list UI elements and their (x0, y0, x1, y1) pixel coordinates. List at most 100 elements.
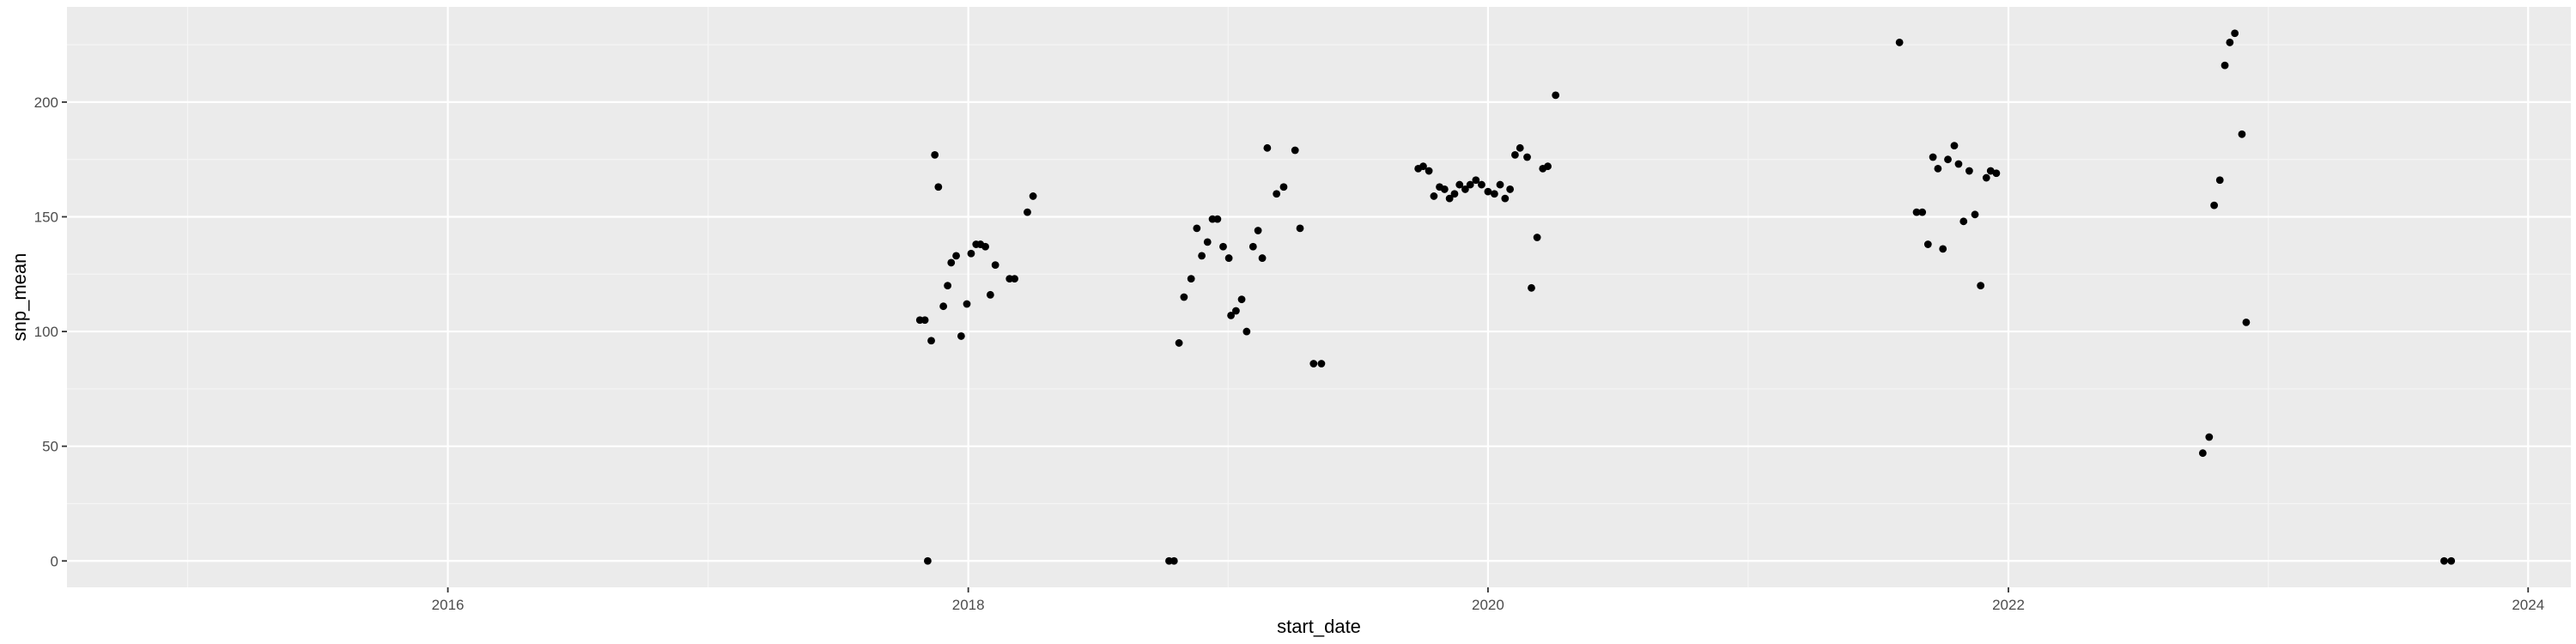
data-point (2447, 556, 2456, 565)
data-point (1478, 180, 1485, 189)
data-point (1496, 180, 1504, 189)
data-point (931, 150, 939, 159)
data-point (2226, 39, 2234, 46)
data-point (939, 302, 948, 311)
y-axis-title: snp_mean (9, 253, 30, 342)
data-point (1986, 167, 1995, 175)
data-point (1959, 217, 1968, 226)
data-point (1219, 242, 1227, 251)
data-point (2231, 29, 2239, 38)
data-point (2210, 201, 2219, 210)
y-tick-label: 100 (34, 324, 58, 340)
data-point (1258, 254, 1267, 262)
data-point (2205, 433, 2214, 441)
data-point (947, 258, 956, 267)
data-point (1419, 162, 1427, 171)
data-point (1516, 143, 1524, 152)
data-point (1445, 194, 1454, 203)
data-point (1944, 155, 1952, 164)
data-point (1279, 183, 1288, 191)
data-point (1263, 143, 1272, 152)
data-point (1982, 173, 1990, 182)
minor-gridlines (67, 7, 2571, 587)
data-point (1198, 252, 1206, 260)
data-point (986, 290, 994, 299)
data-point (1490, 190, 1498, 198)
data-point (934, 183, 943, 191)
data-point (1249, 242, 1257, 251)
data-point (1440, 185, 1449, 193)
data-point (924, 556, 932, 565)
data-points (915, 29, 2456, 565)
data-point (1450, 190, 1459, 198)
x-tick-label: 2018 (952, 597, 985, 613)
data-point (1552, 91, 1560, 100)
data-point (1929, 153, 1937, 161)
data-point (2215, 176, 2224, 185)
data-point (1950, 142, 1959, 150)
data-point (1024, 208, 1031, 216)
data-point (1533, 234, 1541, 241)
data-point (1213, 215, 1222, 223)
data-point (1895, 39, 1904, 46)
data-point (1291, 146, 1299, 155)
data-point (1425, 167, 1433, 175)
data-point (1484, 187, 1492, 196)
data-point (920, 316, 929, 325)
data-point (1511, 150, 1519, 159)
data-point (1203, 238, 1212, 246)
data-point (1528, 283, 1535, 292)
data-point (957, 332, 965, 340)
data-point (1934, 164, 1942, 173)
data-point (2440, 556, 2448, 565)
y-axis: 0 50 100 150 200 (34, 94, 67, 569)
x-axis: 2016 2018 2020 2022 2024 (432, 587, 2544, 613)
data-point (991, 261, 999, 269)
data-point (1965, 167, 1973, 175)
data-point (1912, 208, 1921, 216)
data-point (1232, 307, 1240, 315)
data-point (1992, 169, 2001, 178)
data-point (981, 242, 989, 251)
data-point (1918, 208, 1927, 216)
data-point (1954, 160, 1963, 168)
y-tick-label: 0 (51, 553, 58, 569)
data-point (1254, 227, 1262, 234)
data-point (1227, 311, 1236, 319)
data-point (1175, 339, 1183, 347)
data-point (1455, 180, 1464, 189)
data-point (2221, 61, 2229, 70)
x-tick-label: 2024 (2512, 597, 2544, 613)
data-point (1923, 240, 1932, 248)
data-point (1317, 360, 1326, 368)
x-tick-label: 2016 (432, 597, 465, 613)
x-tick-label: 2020 (1472, 597, 1504, 613)
data-point (927, 337, 935, 345)
data-point (1180, 293, 1188, 301)
data-point (2242, 318, 2251, 326)
y-tick-label: 150 (34, 209, 58, 225)
data-point (963, 300, 971, 308)
data-point (1011, 275, 1018, 283)
data-point (1544, 162, 1552, 171)
data-point (944, 282, 952, 290)
data-point (1170, 556, 1178, 565)
x-tick-label: 2022 (1992, 597, 2025, 613)
data-point (2238, 130, 2246, 138)
data-point (1242, 327, 1251, 336)
data-point (2198, 449, 2207, 458)
data-point (1971, 210, 1979, 219)
data-point (1501, 194, 1510, 203)
data-point (1430, 192, 1438, 200)
data-point (1977, 282, 1985, 290)
data-point (1506, 185, 1515, 193)
data-point (1466, 180, 1474, 189)
data-point (1273, 190, 1281, 198)
plot-panel (67, 7, 2571, 587)
data-point (1187, 275, 1195, 283)
data-point (1461, 185, 1469, 193)
major-gridlines (67, 7, 2571, 587)
data-point (1296, 224, 1304, 233)
data-point (1309, 360, 1318, 368)
data-point (967, 249, 975, 258)
